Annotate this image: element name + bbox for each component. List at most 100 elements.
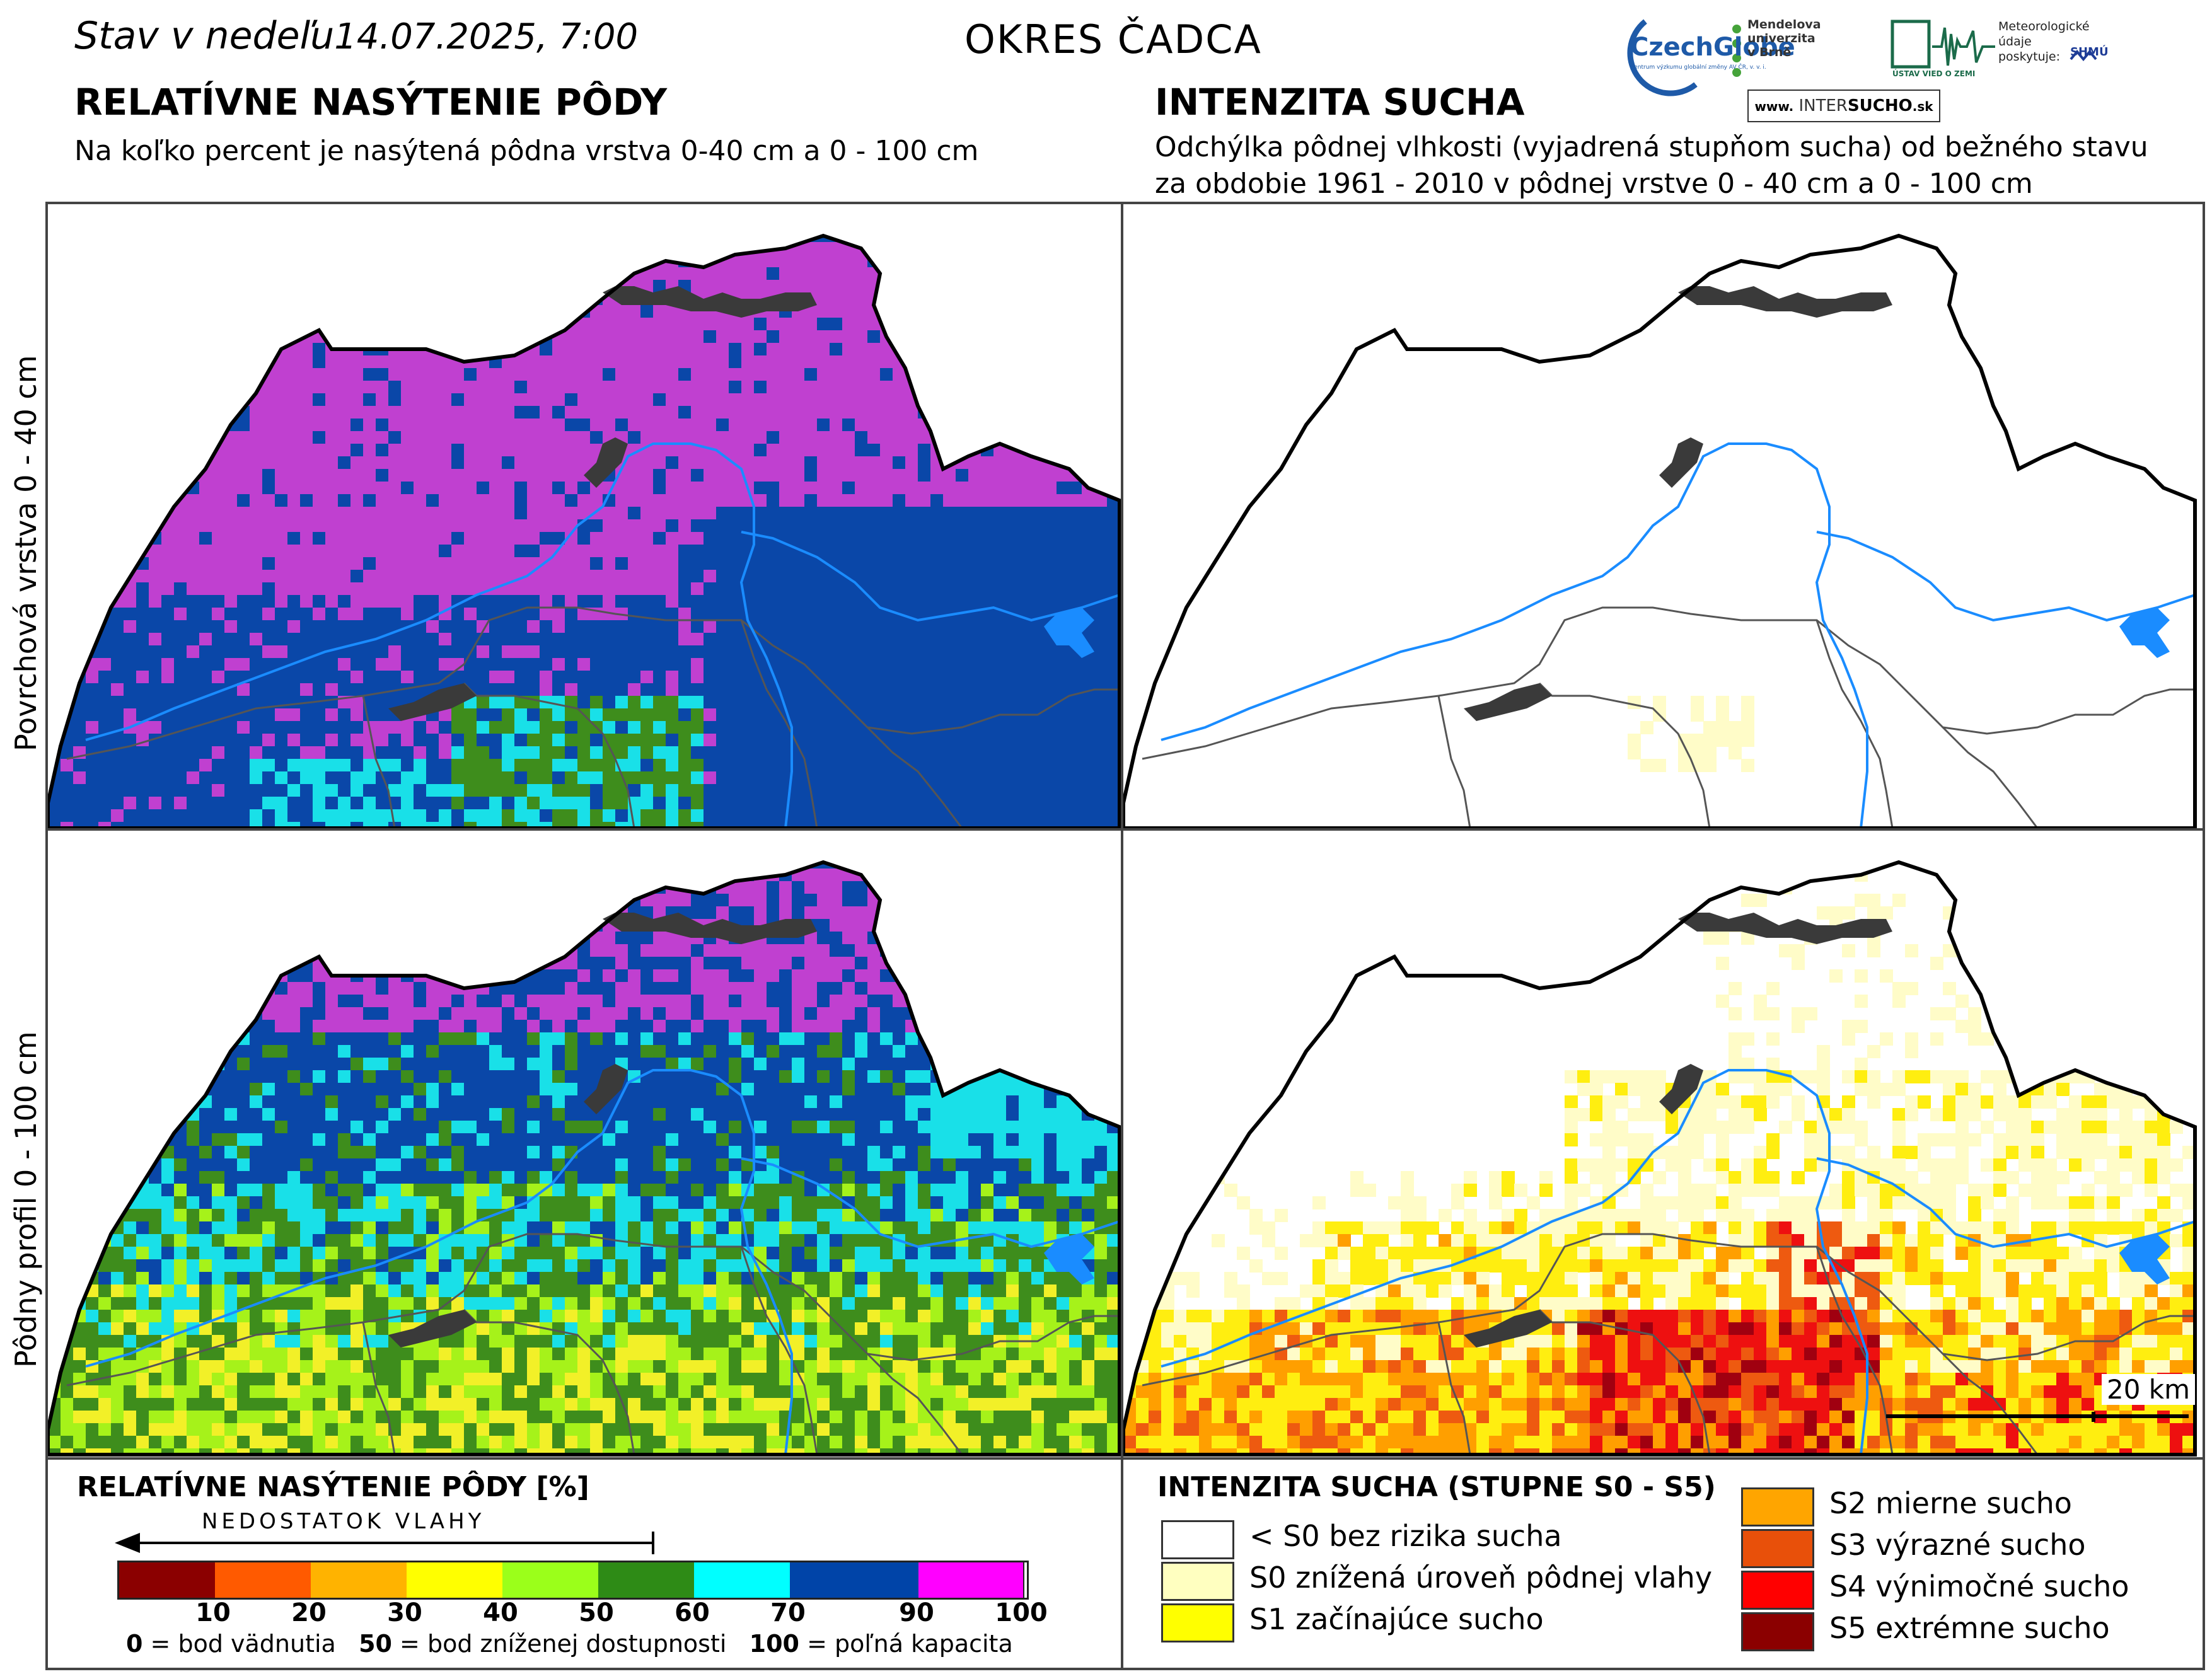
map-cell (124, 843, 137, 857)
map-cell (981, 418, 994, 432)
map-cell (1006, 393, 1019, 407)
map-cell (325, 734, 339, 747)
district-title: OKRES ČADCA (964, 16, 1262, 62)
map-cell (325, 633, 339, 646)
map-cell (1019, 418, 1032, 432)
map-cell (691, 696, 704, 709)
map-cell (262, 570, 275, 583)
map-cell (149, 671, 162, 684)
map-cell (1107, 355, 1120, 369)
map-cell (338, 633, 351, 646)
map-cell (691, 456, 704, 470)
map-cell (136, 570, 149, 583)
map-cell (451, 721, 465, 734)
map-cell (86, 869, 99, 882)
map-cell (350, 494, 364, 507)
map-cell (754, 595, 767, 608)
map-cell (1044, 906, 1057, 920)
map-cell (149, 280, 162, 293)
map-cell (552, 204, 565, 217)
map-cell (842, 645, 855, 659)
map-cell (287, 393, 301, 407)
map-cell (1057, 393, 1070, 407)
map-cell (1069, 809, 1082, 823)
map-cell (388, 305, 402, 318)
map-cell (174, 507, 187, 520)
map-cell (73, 519, 86, 533)
map-cell (61, 532, 74, 545)
map-cell (842, 797, 855, 810)
map-cell (918, 746, 931, 759)
map-cell (161, 809, 175, 823)
map-cell (199, 368, 212, 381)
map-cell (880, 822, 893, 828)
map-cell (842, 633, 855, 646)
map-cell (477, 608, 490, 621)
map-cell (489, 809, 502, 823)
map-cell (477, 869, 490, 882)
map-cell (653, 894, 666, 907)
map-cell (350, 771, 364, 785)
map-cell (993, 746, 1007, 759)
map-cell (502, 381, 515, 394)
map-cell (237, 368, 250, 381)
map-cell (968, 582, 982, 596)
map-cell (628, 519, 641, 533)
map-cell (124, 444, 137, 457)
map-cell (956, 608, 969, 621)
map-cell (300, 494, 313, 507)
map-cell (792, 557, 805, 570)
map-cell (388, 595, 402, 608)
map-cell (615, 242, 628, 255)
map-cell (313, 255, 326, 268)
map-cell (779, 843, 792, 857)
map-cell (161, 456, 175, 470)
map-cell (704, 809, 717, 823)
map-cell (414, 881, 427, 894)
map-cell (603, 595, 616, 608)
map-cell (779, 431, 792, 444)
map-cell (792, 255, 805, 268)
map-cell (426, 305, 439, 318)
map-cell (615, 822, 628, 828)
map-cell (1031, 343, 1045, 356)
map-cell (905, 318, 918, 331)
map-cell (414, 570, 427, 583)
intersucho-link[interactable]: www. INTERSUCHO.sk (1747, 89, 1940, 122)
map-cell (1069, 595, 1082, 608)
map-cell (905, 267, 918, 280)
map-cell (439, 305, 452, 318)
map-cell (893, 431, 906, 444)
map-cell (187, 831, 200, 844)
map-cell (1107, 862, 1120, 869)
map-cell (779, 393, 792, 407)
map-cell (224, 734, 238, 747)
map-cell (905, 671, 918, 684)
map-cell (741, 906, 755, 920)
map-cell (98, 881, 112, 894)
map-cell (300, 809, 313, 823)
map-cell (98, 482, 112, 495)
map-cell (741, 355, 755, 369)
map-cell (414, 658, 427, 671)
map-cell (376, 494, 389, 507)
map-cell (893, 280, 906, 293)
map-cell (73, 869, 86, 882)
map-cell (565, 343, 578, 356)
map-cell (464, 267, 477, 280)
map-cell (262, 658, 275, 671)
map-cell (779, 381, 792, 394)
map-cell (325, 431, 339, 444)
map-cell (867, 393, 881, 407)
map-cell (867, 482, 881, 495)
map-cell (527, 217, 540, 230)
map-cell (968, 418, 982, 432)
map-cell (779, 734, 792, 747)
map-cell (615, 318, 628, 331)
map-cell (968, 633, 982, 646)
map-cell (716, 809, 729, 823)
map-cell (338, 204, 351, 217)
map-cell (880, 444, 893, 457)
map-cell (237, 759, 250, 772)
map-cell (187, 255, 200, 268)
